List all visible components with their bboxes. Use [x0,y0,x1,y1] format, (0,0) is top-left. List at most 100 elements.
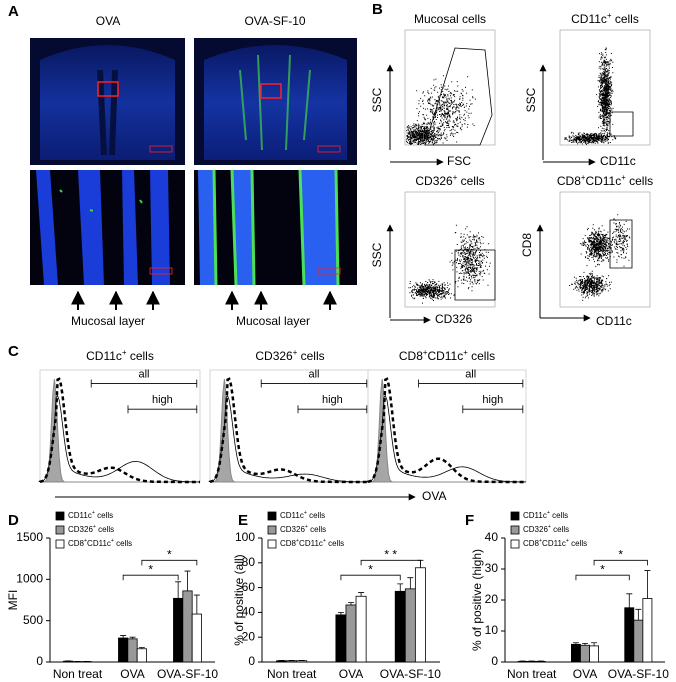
significance-label: * [368,562,373,576]
y-label: SSC [370,87,384,112]
bar [296,660,308,663]
legend-swatch [510,525,520,535]
y-tick-label: 60 [242,580,256,594]
significance-bracket [575,574,630,581]
x-label: CD11c [596,314,632,328]
gate [424,47,493,146]
scatter-dots [408,224,491,304]
bar [136,648,147,663]
error-bar [120,635,127,639]
y-tick-label: 1500 [16,530,43,544]
error-bar [591,642,598,646]
y-tick-label: 40 [242,605,256,619]
bar [642,598,653,663]
bar [118,637,129,663]
micrograph [194,38,357,165]
legend-swatch [55,525,65,535]
panel-label: F [465,512,474,529]
bar [404,588,416,663]
x-tick-label: OVA [120,667,144,681]
gate-bar [297,405,368,414]
error-bar [129,636,136,639]
y-tick-label: 500 [23,613,43,627]
legend-label: CD326+ cells [68,524,114,534]
plot-frame [39,369,201,483]
bar [526,660,537,663]
gate-label: all [308,368,319,380]
error-bar [138,647,145,649]
plot-title: CD326+ cells [255,348,324,364]
plot-title: CD8+CD11c+ cells [399,348,495,364]
bar [276,660,288,663]
bar [624,607,635,663]
y-tick-label: 30 [485,561,499,575]
significance-bracket [340,574,401,581]
y-tick-label: 80 [242,555,256,569]
gate [609,111,634,137]
bar [345,604,357,663]
image-title: OVA [96,14,120,28]
plot-title: Mucosal cells [414,12,486,26]
legend-label: CD326+ cells [523,524,569,534]
gate-label: all [138,368,149,380]
y-label: SSC [370,242,384,267]
bar [173,597,184,663]
significance-bracket [122,574,179,581]
significance-bracket [593,559,648,566]
x-tick-label: OVA [339,667,363,681]
gate-label: all [465,368,476,380]
micrograph-zoom [30,170,185,285]
axis-label: OVA [422,489,446,503]
bar [355,595,367,663]
legend-swatch [267,525,277,535]
x-tick-label: Non treat [53,667,103,681]
y-tick-label: 20 [485,592,499,606]
legend-swatch [267,511,277,521]
plot-title: CD11c+ cells [571,11,639,27]
gate-bar [260,379,368,388]
caption: Mucosal layer [236,314,310,328]
gate-bar [90,379,198,388]
histogram-dashed [38,377,200,484]
error-bar [644,570,651,599]
panel-label: E [238,512,248,529]
bar [335,614,347,663]
x-tick-label: OVA [573,667,597,681]
plot-frame [367,369,527,483]
gate-label: high [152,394,173,406]
gate [609,219,633,269]
significance-label: * * [384,547,397,561]
bar [414,567,426,663]
y-label: % of positive (all) [232,554,246,645]
bar [286,660,298,663]
significance-label: * [167,547,172,561]
y-label: MFI [6,590,20,611]
caption: Mucosal layer [71,314,145,328]
error-bar [337,612,344,615]
y-tick-label: 0 [491,654,498,668]
plot-frame [404,29,496,146]
y-tick-label: 0 [36,654,43,668]
legend-label: CD8+CD11c+ cells [280,538,344,548]
image-title: OVA-SF-10 [244,14,305,28]
panel-label: C [8,343,19,360]
x-tick-label: Non treat [267,667,317,681]
plot-title: CD8+CD11c+ cells [557,173,653,189]
legend-swatch [267,539,277,549]
significance-label: * [618,547,623,561]
bar [580,644,590,663]
y-tick-label: 10 [485,623,499,637]
legend-swatch [55,511,65,521]
histogram-dashed [366,377,526,484]
micrograph-zoom [194,169,357,286]
plot-title: CD11c+ cells [86,348,154,364]
y-tick-label: 40 [485,530,499,544]
gate-label: high [322,394,343,406]
x-tick-label: Non treat [507,667,557,681]
y-tick-label: 100 [235,530,255,544]
legend-swatch [510,539,520,549]
error-bar [626,593,633,608]
bar [571,643,581,663]
bar [191,613,202,663]
